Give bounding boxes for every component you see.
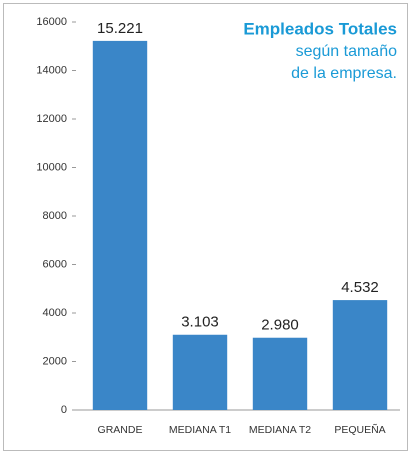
value-label: 3.103 [181,314,219,331]
bar [252,337,308,410]
value-label: 15.221 [97,20,143,37]
x-tick-label: MEDIANA T1 [169,424,231,436]
chart-title: Empleados Totales [243,19,397,38]
y-tick-label: 0 [61,404,67,416]
x-tick-label: PEQUEÑA [334,423,385,436]
bar [332,300,388,410]
value-label: 2.980 [261,317,299,334]
y-tick-label: 10000 [36,161,67,173]
y-tick-label: 6000 [43,258,67,270]
chart-subtitle: según tamaño [296,43,398,60]
y-tick-label: 14000 [36,64,67,76]
y-tick-label: 4000 [43,307,67,319]
y-tick-label: 12000 [36,113,67,125]
bar [172,334,228,410]
chart-subtitle: de la empresa. [291,65,397,82]
y-tick-label: 2000 [43,355,67,367]
y-tick-label: 16000 [36,16,67,28]
y-tick-label: 8000 [43,210,67,222]
x-tick-label: MEDIANA T2 [249,424,311,436]
value-label: 4.532 [341,279,379,296]
x-tick-label: GRANDE [98,424,143,436]
bar [92,40,148,411]
